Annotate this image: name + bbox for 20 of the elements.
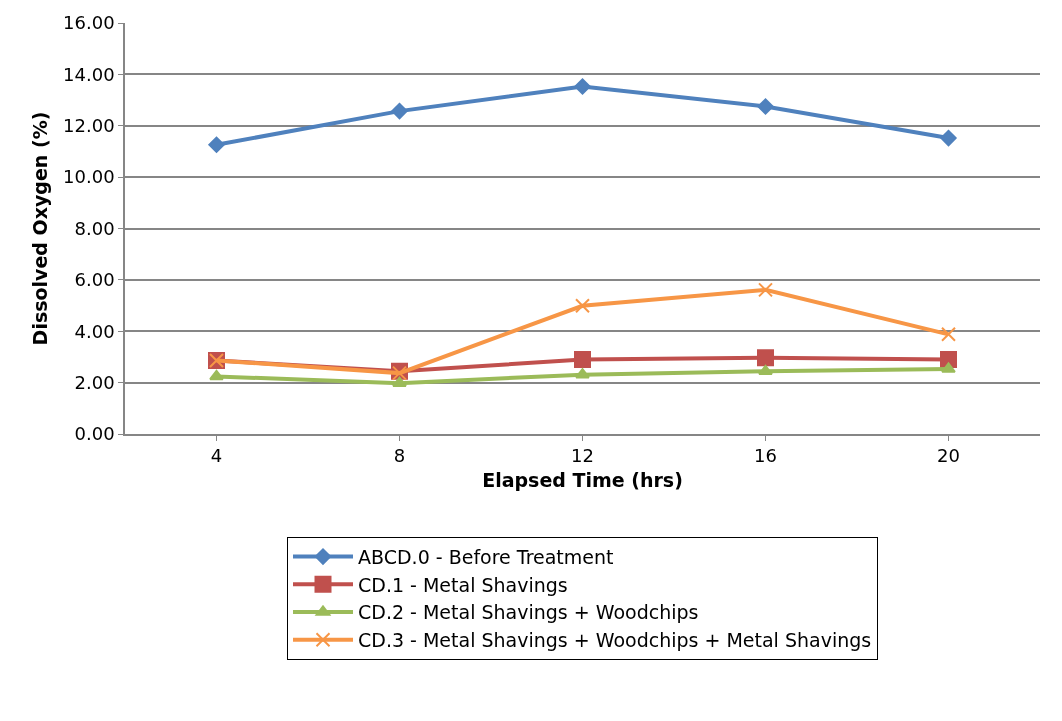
y-tick-label: 12.00 (63, 115, 115, 137)
legend-label: CD.1 - Metal Shavings (358, 573, 568, 596)
y-tick-label: 10.00 (63, 166, 115, 188)
legend-label: CD.2 - Metal Shavings + Woodchips (358, 601, 699, 624)
y-axis-title: Dissolved Oxygen (%) (29, 111, 52, 346)
x-tick-label: 4 (210, 445, 223, 467)
x-axis-title: Elapsed Time (hrs) (482, 468, 683, 491)
x-tick-label: 20 (937, 445, 960, 467)
x-tick-label: 8 (393, 445, 406, 467)
x-tick-label: 12 (571, 445, 594, 467)
y-tick-label: 0.00 (74, 423, 115, 445)
y-tick-label: 4.00 (74, 320, 115, 342)
legend-label: ABCD.0 - Before Treatment (358, 546, 614, 569)
y-tick-label: 8.00 (74, 217, 115, 239)
x-tick-label: 16 (754, 445, 777, 467)
y-tick-label: 6.00 (74, 269, 115, 291)
y-tick-label: 16.00 (63, 12, 115, 34)
legend-label: CD.3 - Metal Shavings + Woodchips + Metal Shavings (358, 629, 872, 652)
y-tick-label: 14.00 (63, 63, 115, 85)
y-tick-label: 2.00 (74, 371, 115, 393)
